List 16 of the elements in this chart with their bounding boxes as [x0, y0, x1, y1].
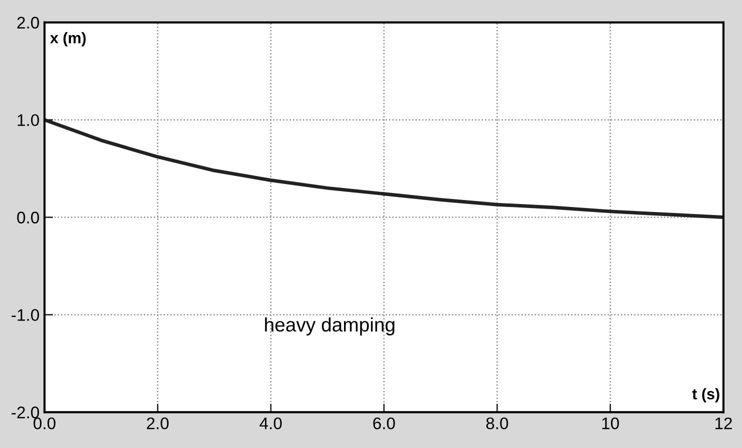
- y-axis-title: x (m): [50, 32, 86, 46]
- y-tick-label: -2.0: [12, 406, 40, 418]
- x-axis-title: t (s): [692, 388, 720, 402]
- annotation: heavy damping: [265, 317, 394, 336]
- x-tick-label: 4.0: [260, 417, 282, 430]
- y-tick-label: 1.0: [18, 114, 40, 126]
- x-tick-label: 2.0: [146, 417, 169, 430]
- x-tick-label: 8.0: [486, 417, 508, 430]
- y-tick-label: 0.0: [17, 212, 40, 224]
- line-series: [44, 118, 724, 220]
- x-tick-label: 0.0: [34, 417, 56, 430]
- x-tick-label: 6.0: [373, 417, 395, 430]
- x-tick-label: 12: [715, 417, 732, 430]
- y-tick-label: 2.0: [17, 16, 40, 29]
- y-tick-label: -1.0: [12, 309, 40, 321]
- x-tick-label: 10: [602, 417, 619, 430]
